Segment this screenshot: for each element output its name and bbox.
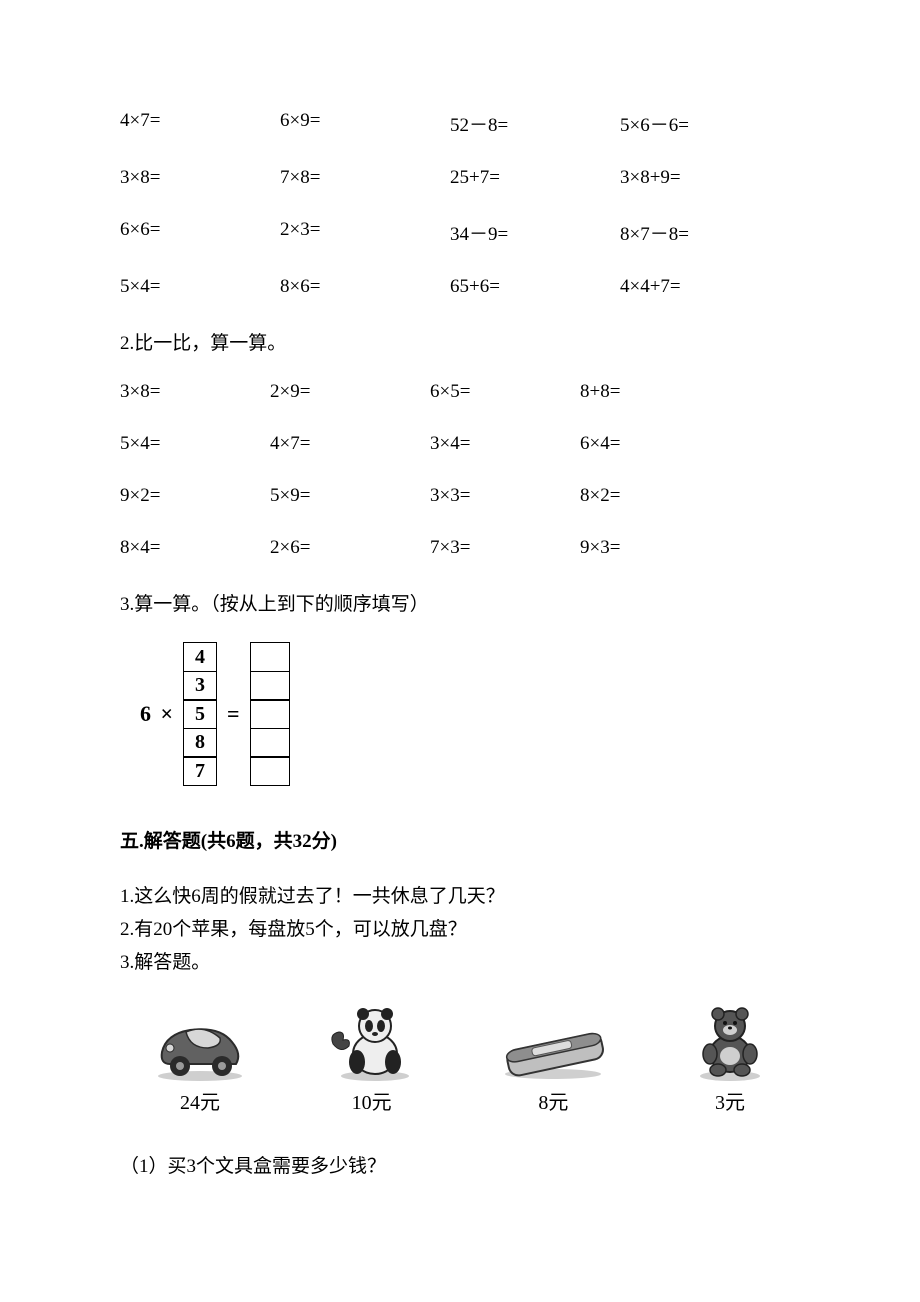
expr: 9×2= — [120, 485, 270, 507]
mult-value: 7 — [183, 756, 217, 786]
item-toy-car: 24元 — [150, 1014, 250, 1115]
expr: 52－8= — [450, 110, 620, 137]
expr: 8+8= — [580, 381, 730, 403]
mult-value: 4 — [183, 642, 217, 672]
mult-value: 8 — [183, 728, 217, 758]
expr: 7×8= — [280, 167, 450, 189]
toy-car-icon — [150, 1014, 250, 1082]
expr: 6×9= — [280, 110, 450, 137]
expr: 6×4= — [580, 433, 730, 455]
price: 24元 — [180, 1086, 220, 1115]
expr: 8×4= — [120, 537, 270, 559]
q2: 2.有20个苹果，每盘放5个，可以放几盘？ — [120, 914, 800, 941]
expr: 2×3= — [280, 219, 450, 246]
expr: 3×3= — [430, 485, 580, 507]
expr: 5×4= — [120, 433, 270, 455]
expr: 8×7－8= — [620, 219, 800, 246]
mult-values-col: 4 3 5 8 7 — [183, 642, 217, 786]
item-pencil-box: 8元 — [493, 1024, 613, 1115]
expr: 2×9= — [270, 381, 430, 403]
expr: 9×3= — [580, 537, 730, 559]
mult-value: 3 — [183, 671, 217, 701]
expr: 7×3= — [430, 537, 580, 559]
item-teddy-bear: 3元 — [690, 1004, 770, 1115]
calc-row: 4×7= 6×9= 52－8= 5×6－6= — [120, 110, 800, 137]
expr: 6×5= — [430, 381, 580, 403]
mult-blank — [250, 671, 290, 701]
expr: 4×4+7= — [620, 276, 800, 298]
equals-sign: = — [227, 701, 240, 727]
expr: 65+6= — [450, 276, 620, 298]
price: 8元 — [538, 1086, 568, 1115]
calc-row: 5×4= 8×6= 65+6= 4×4+7= — [120, 276, 800, 298]
expr: 3×4= — [430, 433, 580, 455]
section3-title: 3.算一算。（按从上到下的顺序填写） — [120, 589, 800, 616]
items-row: 24元 10元 — [150, 1004, 770, 1115]
section2-title: 2.比一比，算一算。 — [120, 328, 800, 355]
expr: 2×6= — [270, 537, 430, 559]
expr: 4×7= — [270, 433, 430, 455]
q3: 3.解答题。 — [120, 947, 800, 974]
q1: 1.这么快6周的假就过去了！一共休息了几天？ — [120, 881, 800, 908]
expr: 25+7= — [450, 167, 620, 189]
calc-row: 3×8= 2×9= 6×5= 8+8= — [120, 381, 800, 403]
mult-blank — [250, 699, 290, 729]
expr: 6×6= — [120, 219, 280, 246]
expr: 34－9= — [450, 219, 620, 246]
mult-blank — [250, 642, 290, 672]
mult-lead: 6 × — [140, 701, 175, 727]
section5-head: 五.解答题(共6题，共32分) — [120, 826, 800, 853]
q3-sub1: （1）买3个文具盒需要多少钱？ — [120, 1151, 800, 1178]
expr: 3×8+9= — [620, 167, 800, 189]
pencil-box-icon — [493, 1024, 613, 1082]
panda-icon — [327, 1004, 417, 1082]
expr: 8×2= — [580, 485, 730, 507]
item-panda: 10元 — [327, 1004, 417, 1115]
calc-row: 6×6= 2×3= 34－9= 8×7－8= — [120, 219, 800, 246]
expr: 3×8= — [120, 381, 270, 403]
price: 3元 — [715, 1086, 745, 1115]
expr: 5×9= — [270, 485, 430, 507]
expr: 8×6= — [280, 276, 450, 298]
calc-row: 3×8= 7×8= 25+7= 3×8+9= — [120, 167, 800, 189]
mult-value: 5 — [183, 699, 217, 729]
expr: 5×6－6= — [620, 110, 800, 137]
calc-row: 9×2= 5×9= 3×3= 8×2= — [120, 485, 800, 507]
price: 10元 — [352, 1086, 392, 1115]
expr: 4×7= — [120, 110, 280, 137]
mult-blank — [250, 728, 290, 758]
calc-row: 8×4= 2×6= 7×3= 9×3= — [120, 537, 800, 559]
section1: 4×7= 6×9= 52－8= 5×6－6= 3×8= 7×8= 25+7= 3… — [120, 110, 800, 298]
mult-blank — [250, 756, 290, 786]
teddy-bear-icon — [690, 1004, 770, 1082]
mult-figure: 6 × 4 3 5 8 7 = — [140, 642, 800, 786]
calc-row: 5×4= 4×7= 3×4= 6×4= — [120, 433, 800, 455]
mult-results-col — [250, 642, 290, 786]
expr: 5×4= — [120, 276, 280, 298]
expr: 3×8= — [120, 167, 280, 189]
page-root: 4×7= 6×9= 52－8= 5×6－6= 3×8= 7×8= 25+7= 3… — [0, 0, 920, 1302]
section2: 3×8= 2×9= 6×5= 8+8= 5×4= 4×7= 3×4= 6×4= … — [120, 381, 800, 559]
